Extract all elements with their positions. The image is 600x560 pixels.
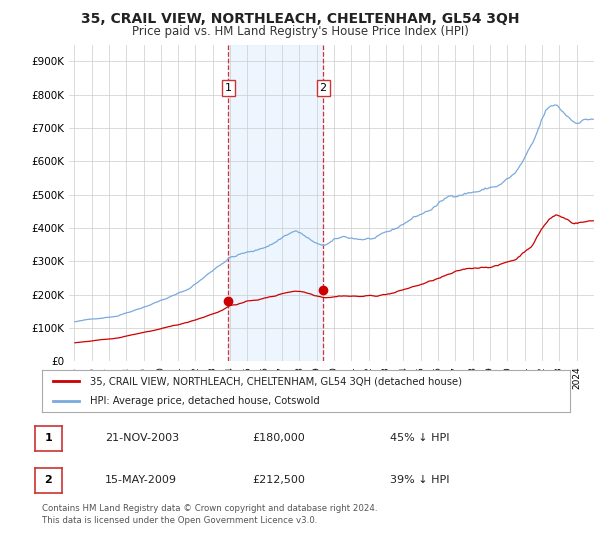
Text: £212,500: £212,500 <box>252 475 305 485</box>
Text: 45% ↓ HPI: 45% ↓ HPI <box>390 433 449 443</box>
Text: 39% ↓ HPI: 39% ↓ HPI <box>390 475 449 485</box>
Text: HPI: Average price, detached house, Cotswold: HPI: Average price, detached house, Cots… <box>89 396 319 406</box>
Text: Price paid vs. HM Land Registry's House Price Index (HPI): Price paid vs. HM Land Registry's House … <box>131 25 469 38</box>
Text: This data is licensed under the Open Government Licence v3.0.: This data is licensed under the Open Gov… <box>42 516 317 525</box>
Text: £180,000: £180,000 <box>252 433 305 443</box>
Text: Contains HM Land Registry data © Crown copyright and database right 2024.: Contains HM Land Registry data © Crown c… <box>42 504 377 513</box>
Text: 15-MAY-2009: 15-MAY-2009 <box>105 475 177 485</box>
Bar <box>228 45 323 361</box>
Text: 1: 1 <box>44 433 52 443</box>
Text: 2: 2 <box>320 83 327 93</box>
Text: 35, CRAIL VIEW, NORTHLEACH, CHELTENHAM, GL54 3QH: 35, CRAIL VIEW, NORTHLEACH, CHELTENHAM, … <box>81 12 519 26</box>
Text: 2: 2 <box>44 475 52 485</box>
Text: 1: 1 <box>225 83 232 93</box>
Text: 35, CRAIL VIEW, NORTHLEACH, CHELTENHAM, GL54 3QH (detached house): 35, CRAIL VIEW, NORTHLEACH, CHELTENHAM, … <box>89 376 461 386</box>
Text: 21-NOV-2003: 21-NOV-2003 <box>105 433 179 443</box>
